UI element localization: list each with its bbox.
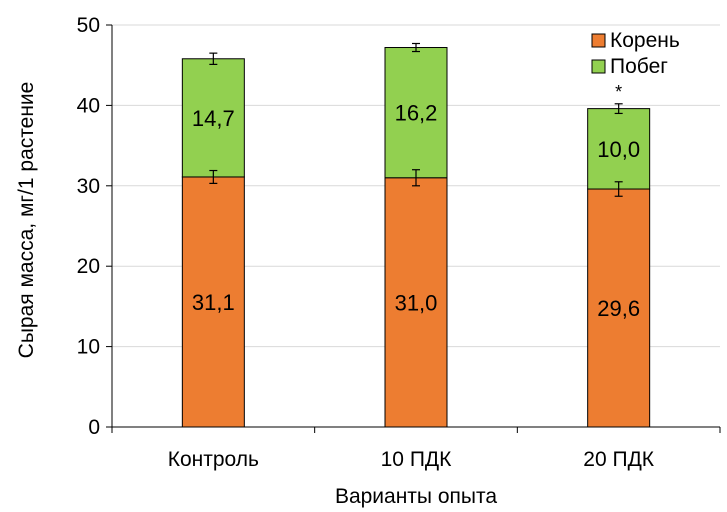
significance-marker: * <box>615 82 622 102</box>
error-bar-shoot-0 <box>209 52 218 65</box>
tick-labels: 0 10 20 30 40 50 Контроль 10 ПДК 20 ПДК <box>77 14 655 471</box>
data-label-root-1: 31,0 <box>395 290 438 315</box>
data-label-shoot-1: 16,2 <box>395 101 438 126</box>
bar-root-0 <box>181 176 245 428</box>
x-tick-label-2: 20 ПДК <box>583 448 655 471</box>
bar-root-2 <box>587 188 651 428</box>
data-label-root-2: 29,6 <box>597 296 640 321</box>
x-tick-label-0: Контроль <box>168 448 259 471</box>
data-label-shoot-2: 10,0 <box>597 137 640 162</box>
bar-root-1 <box>384 177 448 428</box>
y-tick-label-40: 40 <box>77 94 100 117</box>
bar-shoot-1 <box>384 47 448 179</box>
data-label-shoot-0: 14,7 <box>192 106 235 131</box>
error-bar-shoot-2 <box>614 103 623 115</box>
error-bar-root-0 <box>209 169 218 184</box>
y-tick-label-50: 50 <box>77 14 100 37</box>
x-axis-title: Варианты опыта <box>335 485 497 508</box>
y-tick-label-0: 0 <box>88 416 100 439</box>
error-bar-shoot-1 <box>412 42 420 53</box>
y-axis-title: Сырая масса, мг/1 растение <box>15 82 38 359</box>
legend-label-root: Корень <box>610 29 680 52</box>
data-label-root-0: 31,1 <box>192 290 235 315</box>
legend-swatch-root <box>591 33 606 48</box>
legend-label-shoot: Побег <box>610 55 668 78</box>
bars: 31,1 14,7 31,0 16,2 29,6 10,0 * <box>181 42 651 428</box>
legend-swatch-shoot <box>591 59 606 74</box>
legend: Корень Побег <box>591 29 680 78</box>
y-tick-label-10: 10 <box>77 336 100 359</box>
axes <box>106 24 721 433</box>
error-bar-root-2 <box>614 181 623 197</box>
y-tick-label-20: 20 <box>77 255 100 278</box>
error-bar-root-1 <box>412 169 420 187</box>
y-tick-label-30: 30 <box>77 175 100 198</box>
x-tick-label-1: 10 ПДК <box>381 448 453 471</box>
bar-shoot-2 <box>587 108 651 190</box>
